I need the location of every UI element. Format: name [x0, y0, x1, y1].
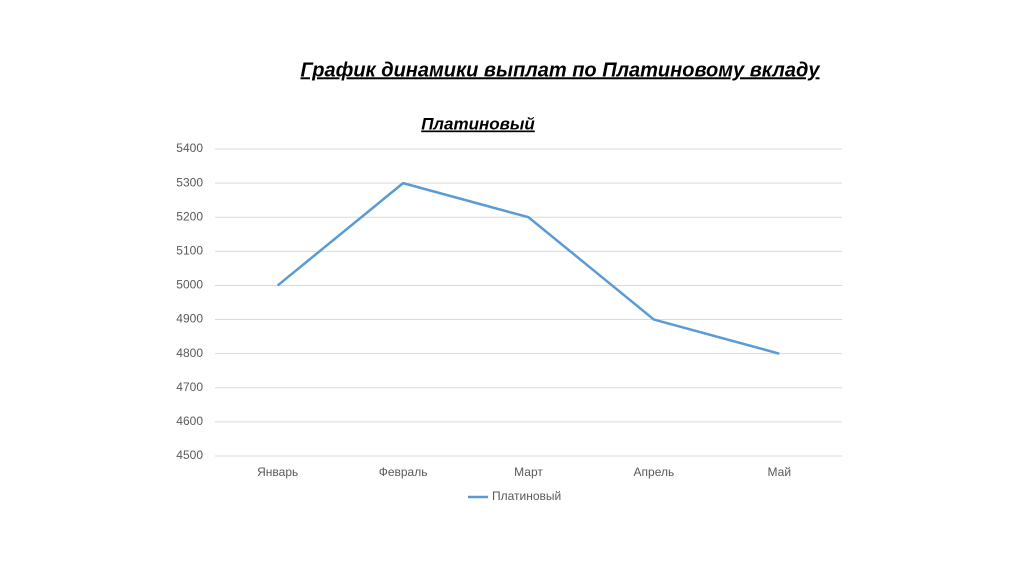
x-tick-label: Январь: [257, 465, 298, 479]
legend-label: Платиновый: [492, 489, 561, 503]
y-tick-label: 4600: [176, 414, 203, 428]
y-tick-label: 5200: [176, 209, 203, 223]
y-tick-label: 4500: [176, 448, 203, 462]
line-series: [276, 181, 780, 355]
y-tick-label: 5400: [176, 141, 203, 155]
x-tick-label: Февраль: [379, 465, 428, 479]
y-tick-label: 4900: [176, 312, 203, 326]
y-tick-label: 5300: [176, 175, 203, 189]
y-tick-label: 4800: [176, 346, 203, 360]
y-tick-label: 5000: [176, 278, 203, 292]
chart-title: Платиновый: [421, 114, 535, 133]
y-tick-label: 5100: [176, 244, 203, 258]
slide-title: График динамики выплат по Платиновому вк…: [301, 59, 821, 81]
x-tick-label: Апрель: [634, 465, 675, 479]
y-tick-label: 4700: [176, 380, 203, 394]
x-tick-label: Март: [514, 465, 543, 479]
x-tick-label: Май: [768, 465, 792, 479]
